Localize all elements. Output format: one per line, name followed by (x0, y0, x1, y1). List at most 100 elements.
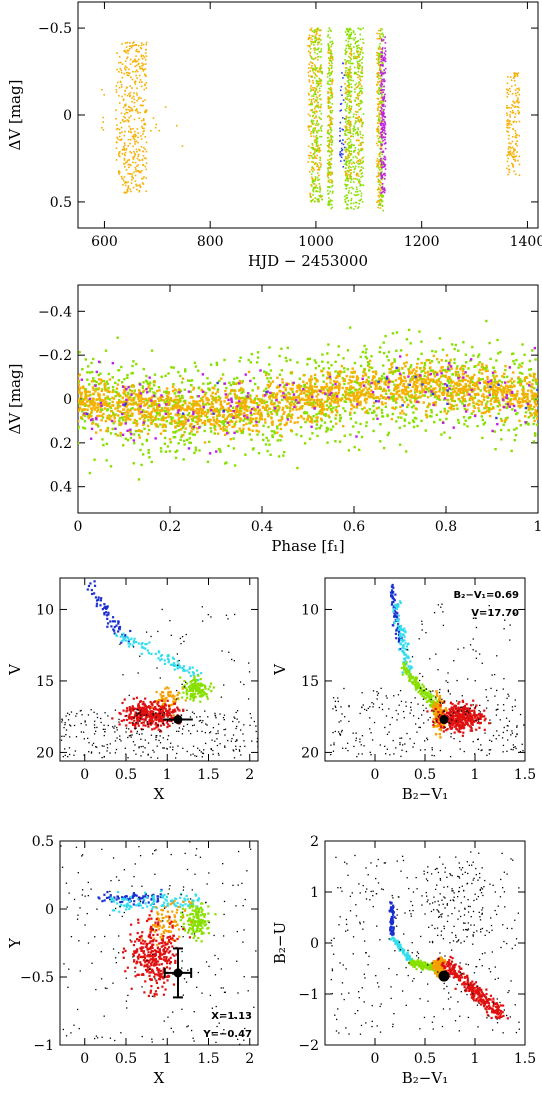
data-point (441, 374, 445, 377)
data-point (311, 144, 314, 146)
data-point (514, 397, 517, 401)
data-point (139, 402, 143, 405)
data-point (320, 163, 322, 166)
data-point (177, 418, 180, 422)
data-point (377, 73, 380, 76)
data-point (359, 199, 362, 202)
data-point (180, 434, 184, 437)
data-point (377, 178, 380, 181)
data-point (319, 189, 321, 191)
data-point (516, 91, 519, 94)
data-point (123, 393, 126, 396)
data-point (358, 182, 361, 184)
data-point (380, 95, 383, 97)
data-point (286, 346, 289, 350)
data-point (448, 360, 451, 364)
data-point (175, 430, 178, 433)
data-point (305, 390, 309, 393)
data-point (457, 418, 460, 422)
data-point (103, 93, 105, 96)
data-point (390, 370, 393, 374)
data-point (142, 63, 145, 66)
data-point (407, 403, 410, 406)
data-point (140, 54, 143, 57)
data-point (350, 169, 353, 171)
data-point (137, 63, 140, 66)
data-point (380, 88, 383, 90)
data-point (378, 112, 380, 114)
data-point (489, 399, 492, 403)
data-point (356, 51, 358, 54)
data-point (347, 40, 350, 43)
data-point (345, 98, 348, 101)
data-point (314, 156, 317, 159)
data-point (449, 392, 453, 395)
data-point (317, 179, 319, 181)
data-point (89, 399, 92, 403)
data-point (379, 54, 382, 57)
data-points (101, 27, 521, 212)
data-point (430, 411, 433, 414)
data-point (148, 381, 152, 385)
data-point (309, 40, 312, 43)
data-point (167, 413, 170, 416)
data-point (492, 374, 495, 377)
data-point (511, 140, 514, 143)
data-point (289, 358, 292, 362)
data-point (355, 161, 358, 164)
data-point (223, 418, 227, 421)
data-point (133, 41, 135, 43)
data-point (331, 70, 334, 73)
data-point (502, 389, 505, 393)
data-point (263, 418, 267, 421)
data-point (513, 393, 517, 396)
data-point (309, 109, 312, 112)
data-point (279, 434, 282, 437)
data-point (343, 378, 346, 381)
data-point (367, 376, 370, 379)
data-point (354, 149, 357, 152)
data-point (355, 139, 358, 142)
data-point (116, 409, 120, 412)
data-point (289, 397, 293, 400)
data-point (86, 378, 89, 381)
data-point (200, 411, 204, 414)
data-point (348, 70, 351, 73)
data-point (508, 392, 512, 395)
data-point (376, 51, 378, 54)
data-point (288, 414, 291, 418)
data-point (314, 179, 317, 181)
data-point (349, 175, 351, 178)
data-point (339, 110, 342, 112)
data-point (357, 206, 360, 208)
data-point (319, 191, 321, 193)
data-point (352, 165, 354, 168)
data-point (346, 157, 349, 160)
data-point (366, 360, 370, 364)
data-point (219, 427, 223, 431)
data-point (463, 407, 467, 411)
data-point (140, 55, 143, 58)
data-point (150, 349, 154, 352)
data-point (204, 403, 208, 406)
data-point (365, 409, 369, 412)
data-point (450, 388, 453, 391)
data-point (273, 431, 276, 435)
data-point (359, 162, 361, 165)
data-point (359, 108, 361, 111)
data-point (412, 425, 416, 429)
data-point (314, 162, 317, 164)
data-point (507, 429, 510, 432)
data-point (82, 386, 85, 390)
data-point (524, 415, 527, 418)
data-point (306, 417, 309, 420)
data-point (379, 68, 381, 70)
data-point (376, 127, 379, 129)
data-point (358, 54, 360, 57)
data-point (316, 120, 319, 123)
data-point (316, 165, 318, 168)
data-point (318, 80, 321, 83)
data-point (138, 190, 141, 193)
data-point (158, 399, 161, 402)
data-point (323, 400, 327, 404)
